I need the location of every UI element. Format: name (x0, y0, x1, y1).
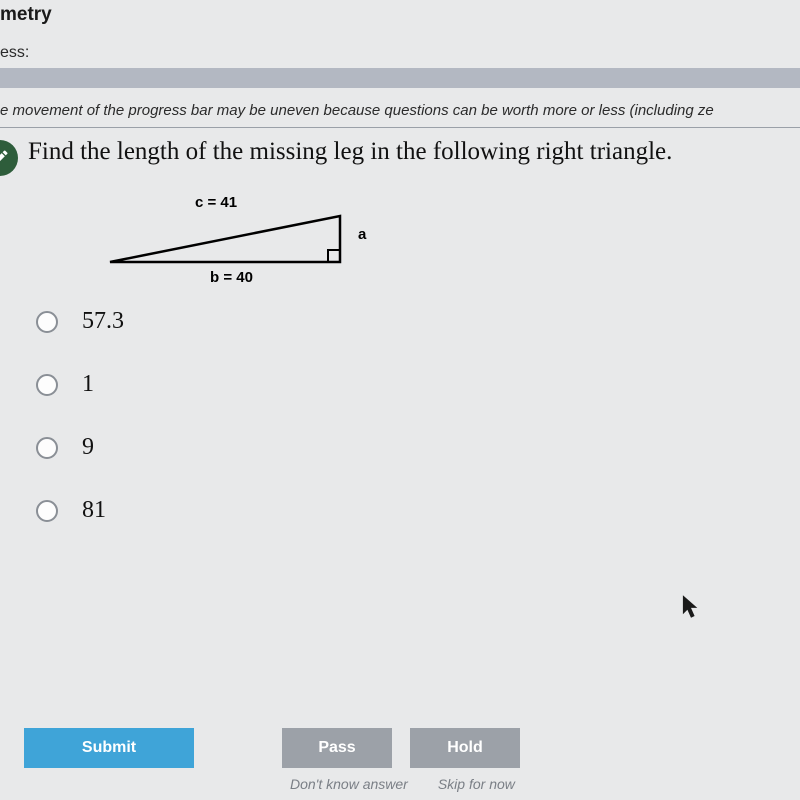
divider (0, 127, 800, 128)
button-bar: Submit Pass Hold (0, 728, 800, 768)
progress-label: ess: (0, 44, 800, 62)
hold-sublabel: Skip for now (438, 776, 515, 792)
button-sublabels: Don't know answer Skip for now (0, 776, 800, 792)
subject-title: metry (0, 4, 800, 26)
pass-button[interactable]: Pass (282, 728, 392, 768)
radio-icon[interactable] (36, 437, 58, 459)
hold-button[interactable]: Hold (410, 728, 520, 768)
pencil-icon (0, 140, 18, 176)
triangle-c-label: c = 41 (195, 194, 237, 211)
option-0[interactable]: 57.3 (36, 308, 800, 335)
pass-sublabel: Don't know answer (290, 776, 408, 792)
triangle-b-label: b = 40 (210, 269, 253, 286)
radio-icon[interactable] (36, 500, 58, 522)
progress-bar (0, 68, 800, 88)
answer-options: 57.3 1 9 81 (36, 308, 800, 524)
radio-icon[interactable] (36, 374, 58, 396)
question-prompt: Find the length of the missing leg in th… (28, 138, 672, 166)
progress-hint: e movement of the progress bar may be un… (0, 102, 800, 119)
option-label: 9 (82, 434, 94, 461)
triangle-diagram: c = 41 b = 40 a (100, 194, 400, 284)
option-label: 81 (82, 497, 106, 524)
option-label: 1 (82, 371, 94, 398)
option-3[interactable]: 81 (36, 497, 800, 524)
option-label: 57.3 (82, 308, 124, 335)
cursor-icon (682, 594, 700, 620)
option-2[interactable]: 9 (36, 434, 800, 461)
radio-icon[interactable] (36, 311, 58, 333)
submit-button[interactable]: Submit (24, 728, 194, 768)
option-1[interactable]: 1 (36, 371, 800, 398)
triangle-a-label: a (358, 226, 366, 243)
